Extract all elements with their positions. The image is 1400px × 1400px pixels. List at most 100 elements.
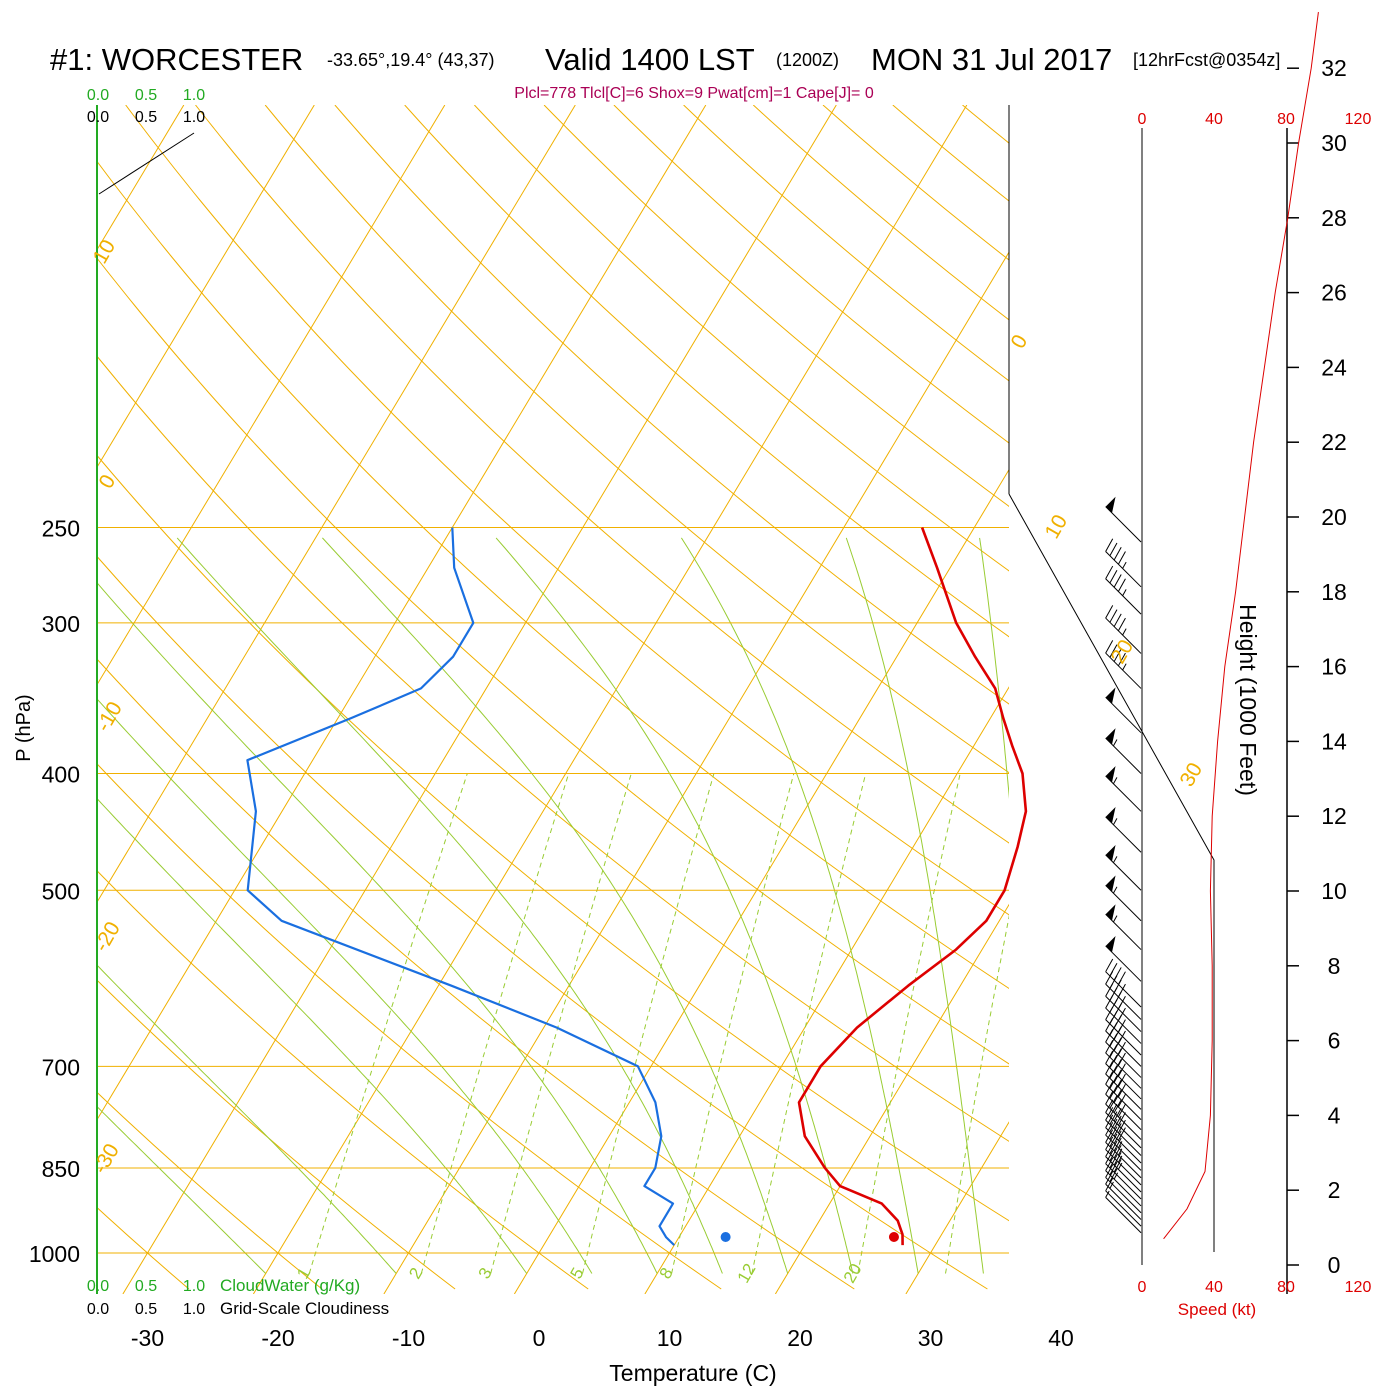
dry-adiabat-line (404, 105, 1009, 638)
moist-adiabat-layer (97, 537, 1009, 1274)
wind-barb-shaft (1105, 1177, 1142, 1214)
wind-barb-flag (1105, 807, 1116, 824)
wind-barb-full (1113, 1123, 1122, 1137)
wind-barb-full (1105, 1029, 1114, 1043)
wind-barb-full (1105, 1099, 1114, 1113)
wind-barb-full (1113, 1130, 1122, 1144)
wind-barb-shaft (1105, 1063, 1142, 1100)
mixing-ratio-line (582, 773, 715, 1274)
valid-time: Valid 1400 LST (545, 42, 755, 77)
wind-barb-full (1113, 1108, 1122, 1122)
wind-barb-full (1117, 1084, 1126, 1098)
moist-adiabat-line (97, 582, 658, 1274)
wind-barb-full (1109, 1154, 1118, 1169)
isotherm-layer (97, 105, 1400, 1294)
mixing-ratio-layer (308, 773, 1009, 1274)
wind-barb (1105, 1129, 1142, 1179)
pressure-tick-label: 1000 (29, 1241, 80, 1267)
wind-barb (1105, 875, 1142, 922)
cloudwater-tick-bottom: 1.0 (183, 1278, 205, 1295)
wind-speed-line (1163, 12, 1319, 1240)
isobar-layer (97, 527, 1009, 1254)
wind-barb-full (1117, 1127, 1126, 1141)
wind-barb-shaft (1105, 551, 1142, 588)
mixing-ratio-line (308, 773, 468, 1274)
wind-barb (1105, 1099, 1142, 1149)
height-tick-label: 24 (1321, 354, 1347, 380)
cloudwater-label: CloudWater (g/Kg) (220, 1276, 360, 1295)
wind-barb-full (1113, 613, 1122, 627)
dry-adiabat-label: -20 (90, 918, 125, 956)
x-axis-title: Temperature (C) (609, 1360, 776, 1386)
wind-barb-full (1117, 617, 1126, 632)
dry-adiabat-line (264, 105, 1009, 774)
cloudiness-tick-bottom: 0.0 (87, 1301, 109, 1318)
dry-adiabat-label: 10 (1041, 511, 1073, 543)
isotherm-line (1167, 105, 1400, 1294)
wind-barb (1105, 845, 1142, 891)
dry-adiabat-line (474, 105, 1009, 572)
wind-barb-shaft (1105, 617, 1142, 654)
wind-barb (1105, 687, 1142, 734)
moist-adiabat-line (845, 537, 984, 1274)
wind-barb-full (1117, 1063, 1126, 1077)
cloudiness-tick-bottom: 0.5 (135, 1301, 157, 1318)
wind-barb (1105, 605, 1142, 654)
surface-temperature-marker (888, 1232, 899, 1242)
wind-barb-shaft (1105, 971, 1142, 1008)
mixing-ratio-line (490, 773, 632, 1274)
temperature-tick-label: 0 (533, 1325, 546, 1351)
height-tick-label: 14 (1321, 728, 1347, 754)
dry-adiabat-line (97, 763, 722, 1290)
wind-barb-full (1109, 1085, 1118, 1099)
pressure-tick-label: 500 (42, 878, 80, 904)
height-tick-label: 28 (1321, 205, 1347, 231)
wind-barb-half (1109, 1181, 1114, 1189)
speed-axis-title: Speed (kt) (1178, 1300, 1256, 1319)
cloudwater-tick-top: 1.0 (183, 87, 205, 104)
wind-barb-full (1117, 1103, 1126, 1118)
isotherm-line (252, 105, 968, 1294)
cloudiness-profile-line (98, 132, 195, 195)
temperature-tick-label: -10 (392, 1325, 425, 1351)
wind-barb (1105, 1107, 1142, 1156)
isotherm-line (644, 686, 1009, 1294)
wind-barb (1105, 1122, 1142, 1171)
wind-barb-half (1122, 561, 1127, 569)
height-tick-label: 18 (1321, 579, 1347, 605)
speed-tick-label-bottom: 40 (1205, 1279, 1223, 1296)
wind-barb (1105, 640, 1142, 689)
wind-barb-full (1109, 1140, 1118, 1155)
wind-barb-full (1109, 1111, 1118, 1125)
height-tick-label: 12 (1321, 803, 1347, 829)
wind-barb (1105, 904, 1142, 950)
wind-barb (1105, 1114, 1142, 1164)
dry-adiabat-label: 20 (1107, 636, 1139, 668)
wind-barb-half (1117, 1162, 1123, 1170)
isotherm-line (97, 105, 315, 469)
wind-barb-full (1109, 644, 1118, 658)
wind-barb-full (1105, 1143, 1114, 1157)
wind-barb-full (1109, 1126, 1118, 1140)
height-tick-label: 8 (1328, 953, 1341, 979)
pressure-tick-label: 300 (42, 611, 80, 637)
speed-tick-label-top: 40 (1205, 111, 1223, 128)
dry-adiabat-line (195, 105, 1009, 844)
wind-barb-full (1105, 640, 1114, 654)
cloudwater-tick-bottom: 0.5 (135, 1278, 157, 1295)
wind-barb-full (1113, 546, 1122, 561)
dry-adiabat-line (125, 105, 1009, 916)
isotherm-line (97, 105, 576, 904)
forecast-date: MON 31 Jul 2017 (871, 42, 1113, 77)
cloudiness-label: Grid-Scale Cloudiness (220, 1299, 389, 1318)
wind-barb-full (1113, 574, 1122, 588)
height-tick-label: 16 (1321, 654, 1347, 680)
wind-barb-half (1112, 818, 1118, 825)
wind-barb-full (1109, 1075, 1118, 1089)
speed-tick-label-top: 0 (1138, 111, 1147, 128)
wind-barb-half (1112, 739, 1118, 747)
wind-barb-shaft (1105, 1073, 1142, 1110)
wind-barb-full (1113, 1059, 1122, 1073)
wind-barb (1105, 1143, 1142, 1193)
